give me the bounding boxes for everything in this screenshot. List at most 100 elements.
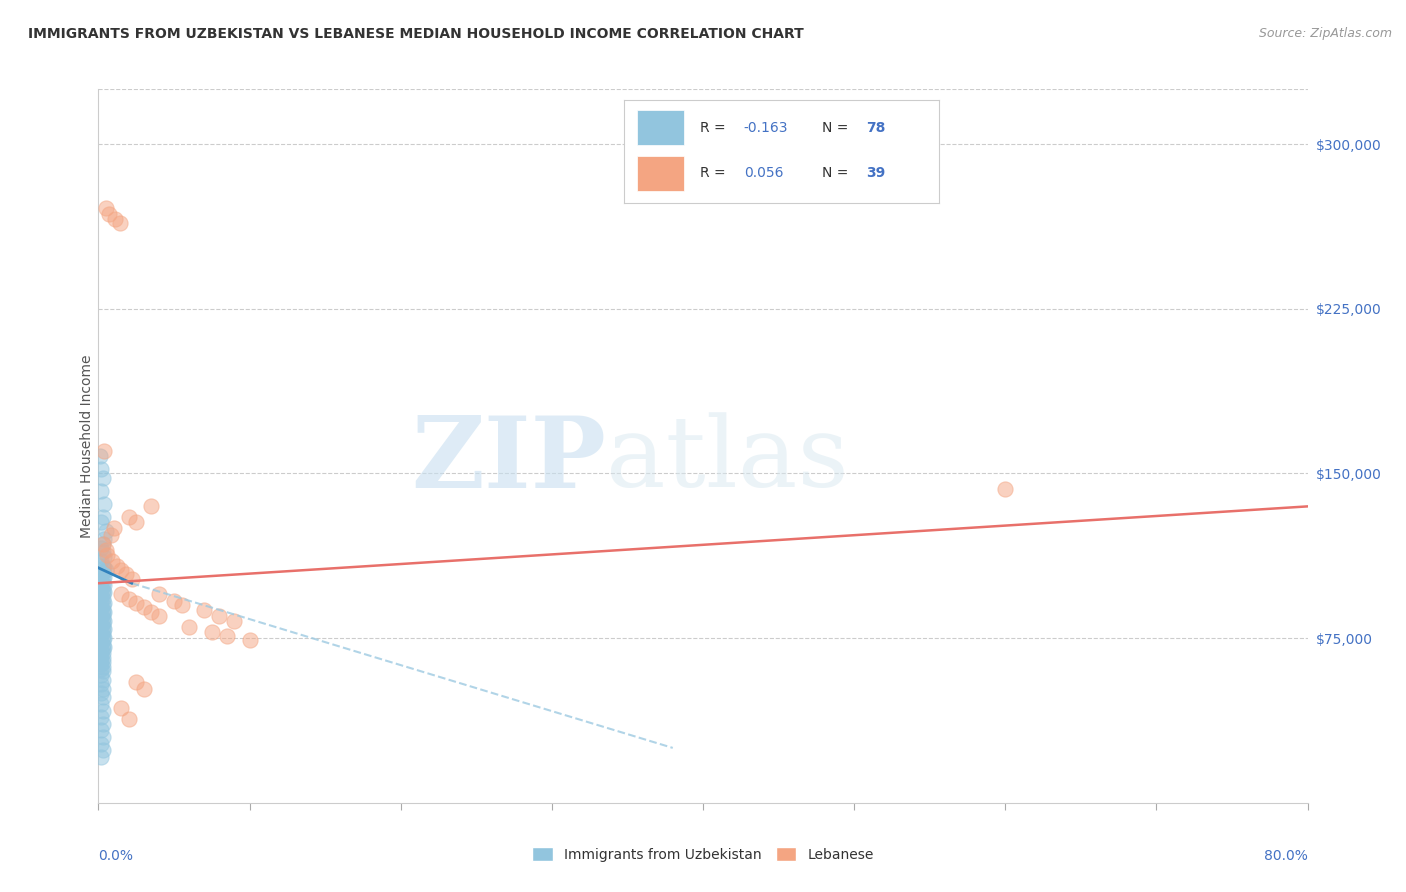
- Point: [90, 581, 112, 595]
- Point: [90, 600, 112, 615]
- Point: [141, 605, 163, 619]
- Point: [93, 561, 115, 575]
- Point: [148, 609, 170, 624]
- Point: [91, 576, 114, 591]
- Point: [208, 609, 231, 624]
- Point: [98, 207, 121, 221]
- Point: [90, 554, 112, 568]
- Point: [125, 675, 148, 690]
- Point: [90, 515, 112, 529]
- Y-axis label: Median Household Income: Median Household Income: [80, 354, 94, 538]
- Point: [90, 618, 112, 632]
- Point: [90, 567, 112, 582]
- Point: [93, 549, 115, 564]
- Point: [118, 712, 141, 726]
- Point: [90, 653, 112, 667]
- Point: [108, 216, 131, 230]
- Point: [91, 607, 114, 621]
- Point: [91, 602, 114, 616]
- Point: [132, 681, 155, 696]
- Point: [132, 600, 155, 615]
- Point: [91, 743, 114, 757]
- Text: ZIP: ZIP: [412, 412, 606, 508]
- Point: [90, 657, 112, 672]
- Point: [93, 640, 115, 654]
- Point: [101, 554, 124, 568]
- Point: [93, 533, 115, 547]
- Point: [90, 686, 112, 700]
- Point: [90, 648, 112, 663]
- Point: [118, 510, 141, 524]
- Point: [94, 524, 117, 538]
- Point: [91, 572, 114, 586]
- Legend: Immigrants from Uzbekistan, Lebanese: Immigrants from Uzbekistan, Lebanese: [527, 841, 879, 867]
- Point: [93, 569, 115, 583]
- Point: [90, 668, 112, 682]
- Point: [91, 716, 114, 731]
- Point: [90, 594, 112, 608]
- Point: [179, 620, 201, 634]
- Point: [90, 697, 112, 711]
- Point: [93, 578, 115, 592]
- Point: [118, 591, 141, 606]
- Point: [96, 548, 118, 562]
- Point: [91, 704, 114, 718]
- Point: [91, 673, 114, 687]
- Point: [90, 574, 112, 588]
- Point: [90, 462, 112, 476]
- Point: [90, 677, 112, 691]
- Point: [148, 587, 170, 601]
- Point: [91, 537, 114, 551]
- Point: [90, 710, 112, 724]
- Point: [201, 624, 224, 639]
- Point: [100, 528, 122, 542]
- Point: [104, 211, 127, 226]
- Point: [91, 582, 114, 597]
- Point: [91, 638, 114, 652]
- Point: [91, 664, 114, 678]
- Point: [91, 558, 114, 573]
- Point: [91, 629, 114, 643]
- Point: [91, 642, 114, 657]
- Point: [91, 615, 114, 630]
- Point: [90, 749, 112, 764]
- Point: [94, 201, 117, 215]
- Point: [141, 500, 163, 514]
- Point: [93, 444, 115, 458]
- Point: [91, 587, 114, 601]
- Point: [90, 635, 112, 649]
- Point: [224, 614, 246, 628]
- Point: [91, 659, 114, 673]
- Point: [91, 730, 114, 744]
- Point: [89, 449, 111, 463]
- Point: [90, 723, 112, 738]
- Point: [103, 521, 125, 535]
- Point: [93, 614, 115, 628]
- Point: [994, 482, 1017, 496]
- Point: [90, 483, 112, 498]
- Point: [125, 596, 148, 610]
- Point: [91, 591, 114, 606]
- Point: [94, 543, 117, 558]
- Point: [110, 563, 132, 577]
- Point: [110, 587, 132, 601]
- Point: [91, 624, 114, 639]
- Point: [93, 585, 115, 599]
- Point: [91, 655, 114, 669]
- Point: [170, 598, 193, 612]
- Point: [93, 497, 115, 511]
- Point: [91, 471, 114, 485]
- Text: 0.0%: 0.0%: [98, 849, 134, 863]
- Point: [91, 611, 114, 625]
- Point: [193, 602, 215, 616]
- Point: [90, 737, 112, 751]
- Point: [90, 644, 112, 658]
- Point: [91, 647, 114, 661]
- Point: [91, 510, 114, 524]
- Text: 80.0%: 80.0%: [1264, 849, 1308, 863]
- Point: [91, 633, 114, 648]
- Point: [93, 623, 115, 637]
- Point: [91, 598, 114, 612]
- Point: [105, 558, 128, 573]
- Point: [91, 566, 114, 580]
